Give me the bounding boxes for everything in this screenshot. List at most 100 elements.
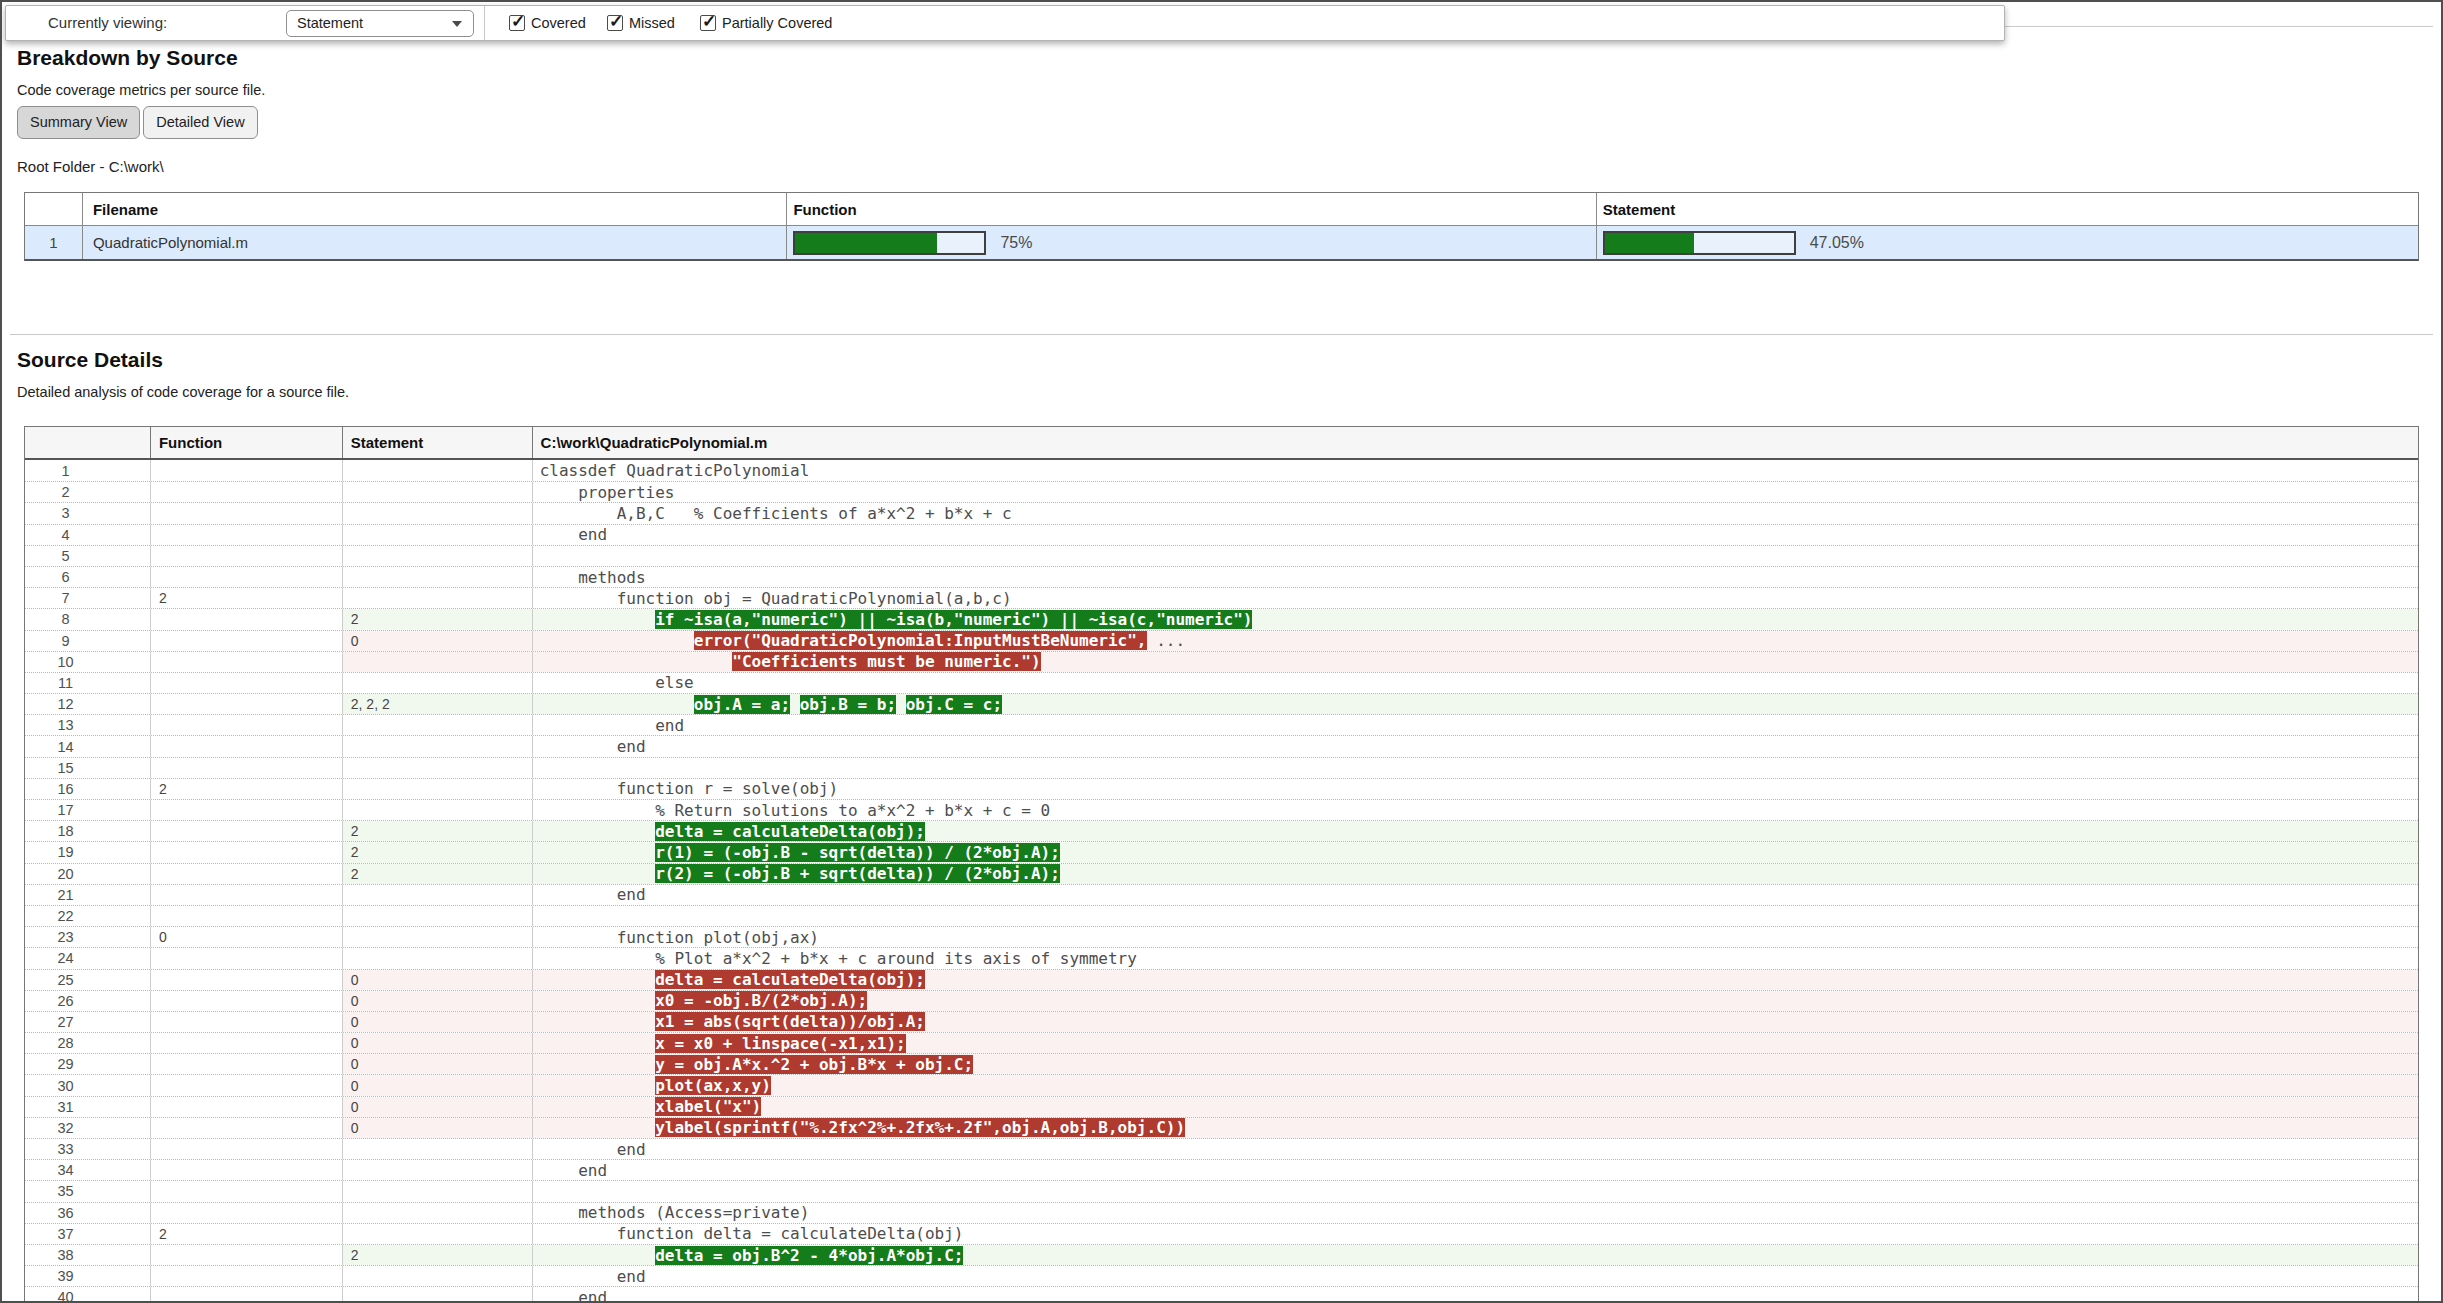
source-line-row: 280 x = x0 + linspace(-x1,x1); [25, 1032, 2418, 1053]
statement-count-cell [343, 525, 533, 545]
code-cell: end [533, 715, 2418, 735]
function-count-cell [151, 1266, 343, 1286]
function-coverage-cell: 75% [787, 226, 1596, 259]
line-number-cell: 27 [25, 1012, 151, 1032]
line-number-cell: 8 [25, 609, 151, 629]
toolbar-separator [484, 6, 485, 40]
statement-count-cell: 0 [343, 1075, 533, 1095]
code-cell: end [533, 525, 2418, 545]
coverage-percent-label: 75% [1000, 234, 1032, 252]
code-text: end [540, 885, 646, 904]
code-cell: end [533, 885, 2418, 905]
source-line-row: 34 end [25, 1159, 2418, 1180]
detailed-view-button[interactable]: Detailed View [143, 106, 257, 139]
source-line-row: 72 function obj = QuadraticPolynomial(a,… [25, 587, 2418, 608]
statement-count-cell [343, 1266, 533, 1286]
function-count-cell [151, 1097, 343, 1117]
code-text: end [540, 1140, 646, 1159]
source-line-row: 372 function delta = calculateDelta(obj) [25, 1223, 2418, 1244]
line-number-cell: 15 [25, 758, 151, 778]
function-count-cell [151, 460, 343, 481]
code-text [540, 1118, 656, 1137]
code-text: % Return solutions to a*x^2 + b*x + c = … [540, 801, 1051, 820]
checkmark-icon: ✓ [702, 11, 716, 32]
function-count-cell [151, 673, 343, 693]
line-number-cell: 22 [25, 906, 151, 926]
statement-count-cell: 0 [343, 970, 533, 990]
line-number-cell: 10 [25, 652, 151, 672]
function-count-cell [151, 631, 343, 651]
function-count-cell [151, 842, 343, 862]
code-cell [533, 906, 2418, 926]
function-count-cell [151, 525, 343, 545]
code-cell: y = obj.A*x.^2 + obj.B*x + obj.C; [533, 1054, 2418, 1074]
code-text: end [540, 1288, 607, 1303]
function-count-cell [151, 906, 343, 926]
statement-count-cell [343, 546, 533, 566]
statement-count-cell: 2 [343, 821, 533, 841]
line-number-cell: 19 [25, 842, 151, 862]
code-cell: x0 = -obj.B/(2*obj.A); [533, 991, 2418, 1011]
code-text [790, 695, 800, 714]
metric-dropdown[interactable]: Statement [286, 10, 474, 37]
code-cell: end [533, 1139, 2418, 1159]
source-line-row: 21 end [25, 884, 2418, 905]
header-filename: Filename [83, 193, 787, 225]
header-file-path: C:\work\QuadraticPolynomial.m [533, 427, 2418, 458]
code-text [540, 652, 733, 671]
code-text [540, 991, 656, 1010]
code-cell: delta = obj.B^2 - 4*obj.A*obj.C; [533, 1245, 2418, 1265]
metric-dropdown-value: Statement [297, 11, 363, 36]
code-text: function delta = calculateDelta(obj) [540, 1224, 964, 1243]
code-cell [533, 758, 2418, 778]
statement-count-cell: 2 [343, 1245, 533, 1265]
coverage-report-page: Currently viewing: Statement ✓ Covered ✓… [0, 0, 2443, 1303]
summary-view-button[interactable]: Summary View [17, 106, 140, 139]
summary-table-row[interactable]: 1QuadraticPolynomial.m75%47.05% [25, 225, 2418, 259]
source-line-row: 4 end [25, 524, 2418, 545]
source-line-row: 192 r(1) = (-obj.B - sqrt(delta)) / (2*o… [25, 841, 2418, 862]
coverage-progress-bar [793, 231, 986, 255]
source-line-row: 14 end [25, 735, 2418, 756]
statement-count-cell [343, 1139, 533, 1159]
function-count-cell [151, 736, 343, 756]
code-text [540, 1055, 656, 1074]
code-text [540, 610, 656, 629]
function-count-cell [151, 1287, 343, 1303]
function-count-cell [151, 1160, 343, 1180]
covered-checkbox[interactable]: ✓ Covered [509, 6, 586, 40]
covered-code-segment: delta = calculateDelta(obj); [655, 822, 925, 841]
missed-checkbox[interactable]: ✓ Missed [607, 6, 675, 40]
coverage-progress-fill [795, 233, 937, 253]
source-line-row: 182 delta = calculateDelta(obj); [25, 820, 2418, 841]
source-line-row: 382 delta = obj.B^2 - 4*obj.A*obj.C; [25, 1244, 2418, 1265]
missed-code-segment: "Coefficients must be numeric.") [732, 652, 1040, 671]
code-cell [533, 546, 2418, 566]
code-text [540, 695, 694, 714]
partially-covered-checkbox[interactable]: ✓ Partially Covered [700, 6, 832, 40]
source-details-subtitle: Detailed analysis of code coverage for a… [17, 384, 349, 400]
source-line-row: 13 end [25, 714, 2418, 735]
checkmark-icon: ✓ [609, 11, 623, 32]
covered-code-segment: obj.B = b; [800, 695, 896, 714]
statement-count-cell: 0 [343, 1033, 533, 1053]
statement-count-cell [343, 779, 533, 799]
function-count-cell [151, 1118, 343, 1138]
code-cell: methods [533, 567, 2418, 587]
line-number-cell: 21 [25, 885, 151, 905]
statement-count-cell [343, 588, 533, 608]
missed-checkbox-label: Missed [629, 15, 675, 31]
line-number-cell: 37 [25, 1224, 151, 1244]
code-text: methods [540, 568, 646, 587]
source-line-row: 162 function r = solve(obj) [25, 778, 2418, 799]
function-count-cell [151, 1075, 343, 1095]
source-line-row: 15 [25, 757, 2418, 778]
partially-covered-checkbox-label: Partially Covered [722, 15, 832, 31]
code-text [896, 695, 906, 714]
function-count-cell: 2 [151, 1224, 343, 1244]
code-text [540, 1097, 656, 1116]
line-number-cell: 24 [25, 948, 151, 968]
code-text [540, 1034, 656, 1053]
source-line-row: 270 x1 = abs(sqrt(delta))/obj.A; [25, 1011, 2418, 1032]
function-count-cell: 0 [151, 927, 343, 947]
